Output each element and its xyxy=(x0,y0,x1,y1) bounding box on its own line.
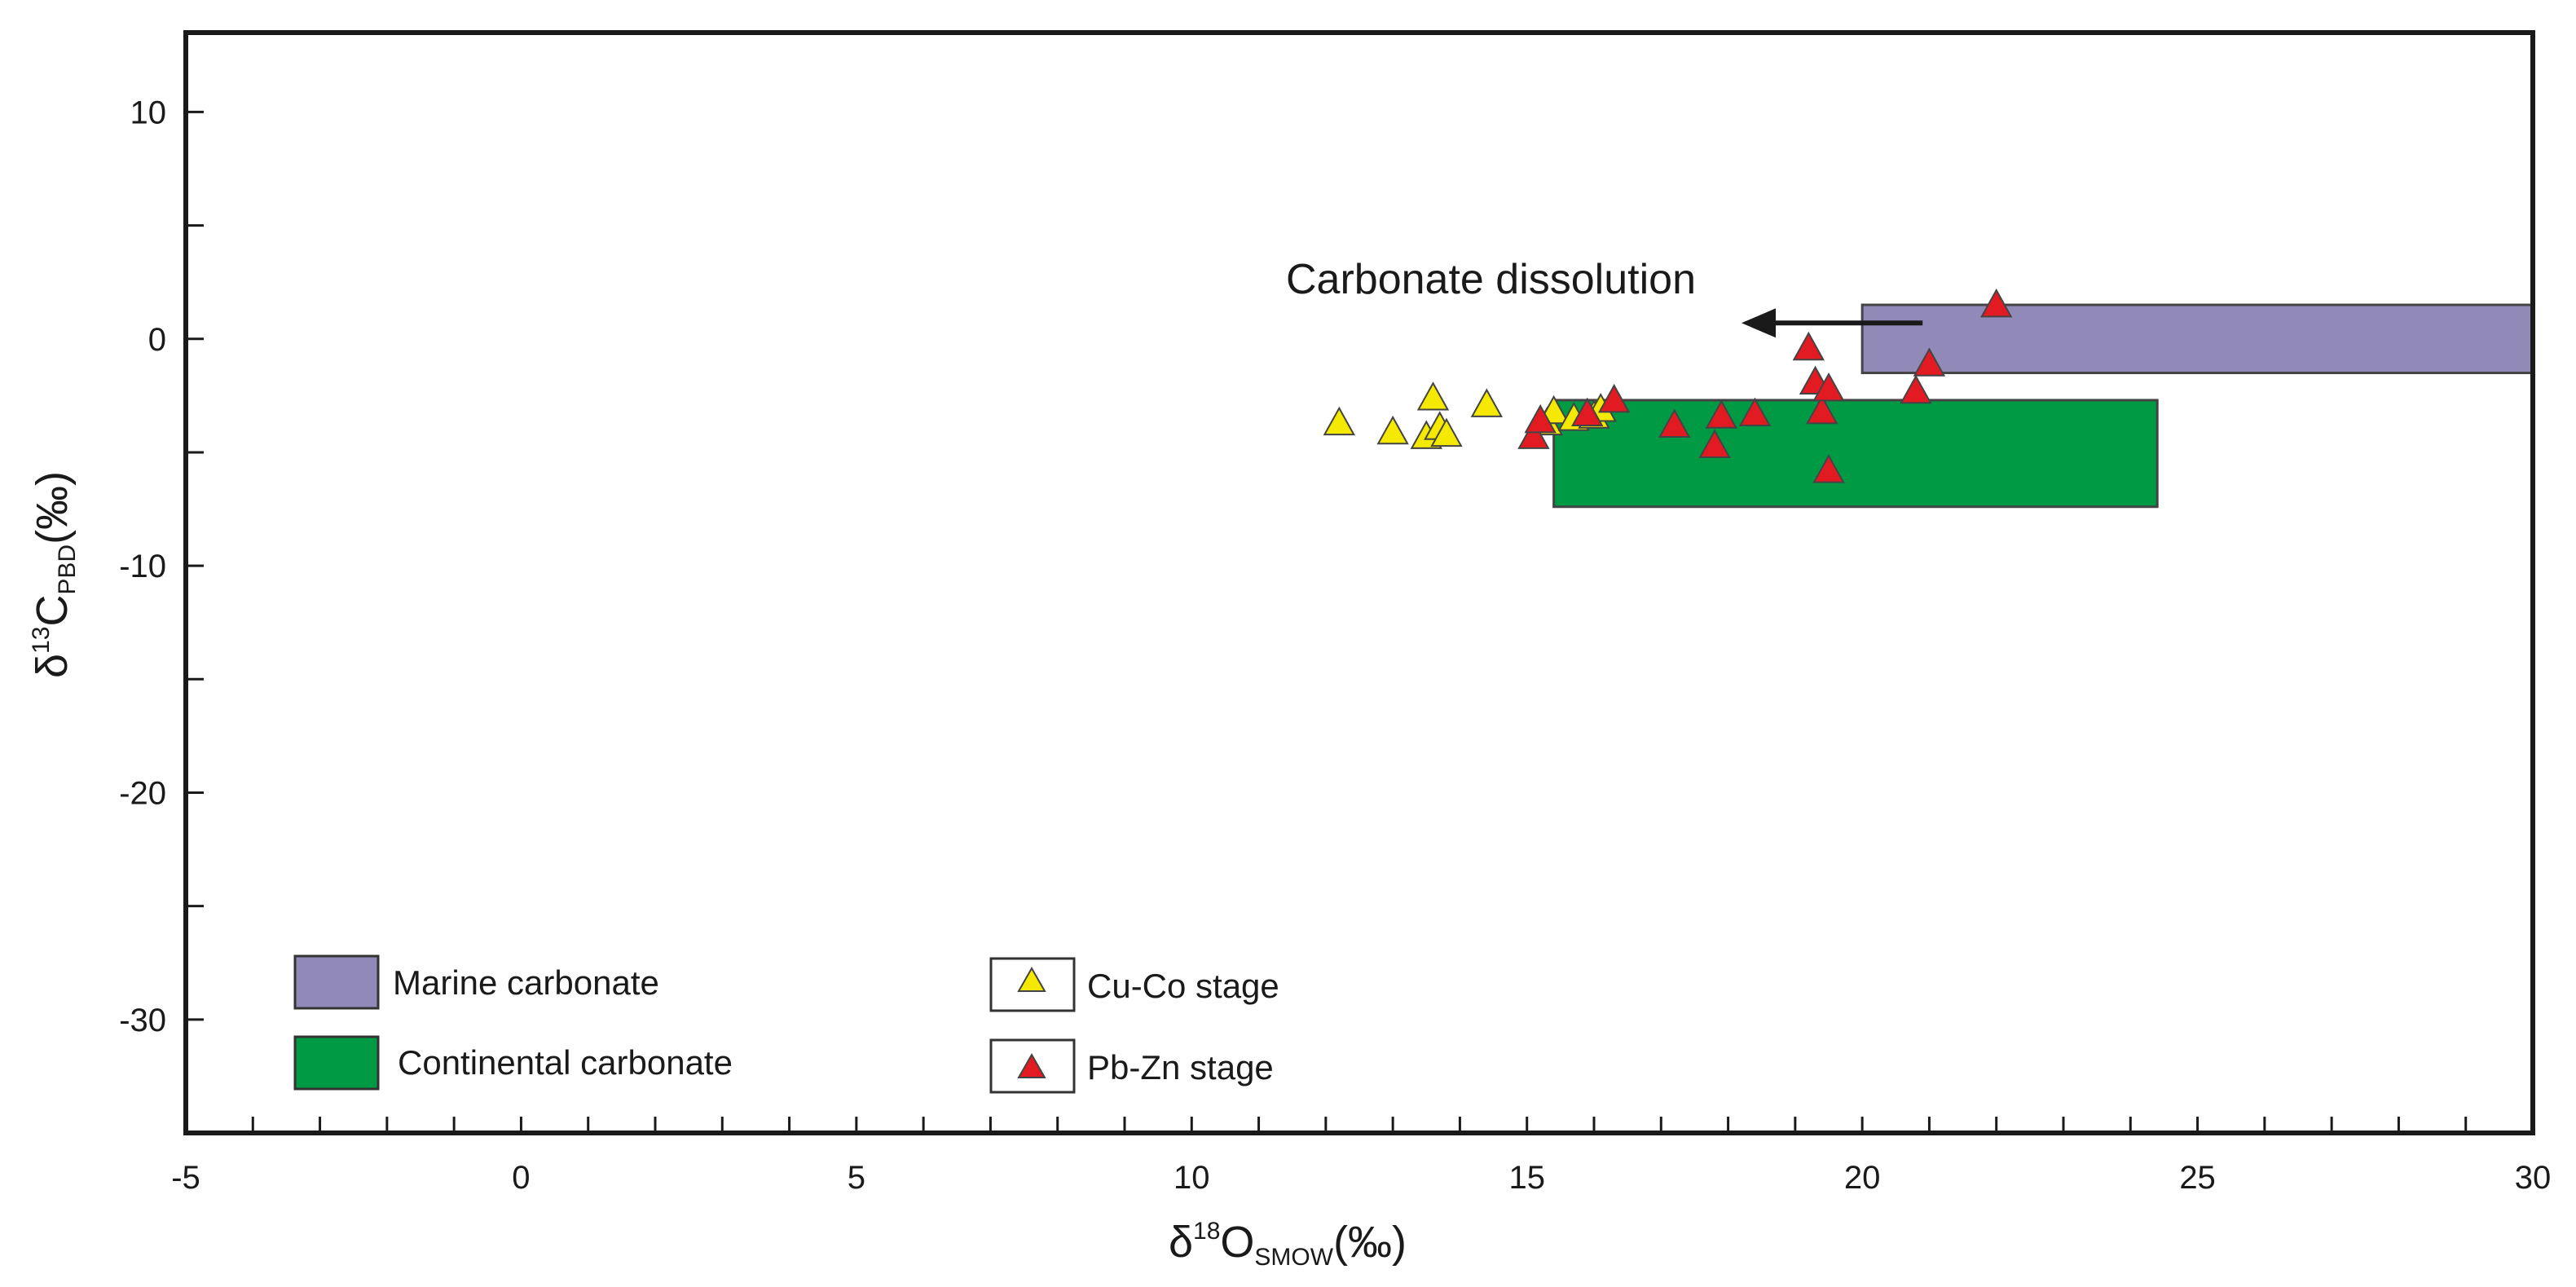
legend: Marine carbonate Continental carbonate C… xyxy=(293,954,1279,1094)
data-point xyxy=(1705,399,1738,429)
y-axis-title-suffix: (‰) xyxy=(28,471,77,544)
data-point xyxy=(1913,347,1946,377)
x-axis-title-main: O xyxy=(1220,1218,1254,1267)
data-point xyxy=(1792,331,1825,361)
data-point xyxy=(1980,288,2013,318)
regions-layer xyxy=(1552,303,2534,509)
x-tick-label: 10 xyxy=(1174,1160,1210,1196)
region-continental-carbonate xyxy=(1552,399,2159,509)
x-tick-label: 30 xyxy=(2515,1160,2552,1196)
legend-marker-pb-zn-stage xyxy=(1017,1052,1046,1078)
y-axis-title-sub: PBD xyxy=(54,544,81,595)
data-point xyxy=(1658,408,1691,438)
y-tick-label: -10 xyxy=(119,549,166,584)
y-tick-label: 10 xyxy=(130,95,167,130)
plot-frame xyxy=(183,30,2535,1135)
data-point xyxy=(1323,406,1356,436)
data-point xyxy=(1597,383,1631,413)
data-point xyxy=(1430,417,1463,447)
data-point xyxy=(1517,420,1550,449)
x-tick-label: 15 xyxy=(1508,1160,1545,1196)
tick-labels-layer: -5 0 5 10 15 20 25 30 10 0 -10 -20 -30 xyxy=(119,95,2551,1196)
points-layer xyxy=(1323,288,2013,483)
y-tick-label: -20 xyxy=(119,775,166,811)
legend-label-continental-carbonate: Continental carbonate xyxy=(398,1043,733,1082)
annotation-carbonate-dissolution: Carbonate dissolution xyxy=(1286,256,1923,338)
data-point xyxy=(1900,374,1932,404)
legend-label-marine-carbonate: Marine carbonate xyxy=(393,963,659,1002)
legend-marker-cu-co-stage xyxy=(1017,966,1046,992)
legend-swatch-marine-carbonate xyxy=(293,954,380,1010)
y-axis-title-prefix: δ xyxy=(28,654,77,678)
data-point xyxy=(1416,381,1450,411)
y-axis-title-main: C xyxy=(28,595,77,627)
legend-label-pb-zn-stage: Pb-Zn stage xyxy=(1087,1048,1274,1086)
data-point xyxy=(1571,397,1604,427)
annotation-text: Carbonate dissolution xyxy=(1286,256,1696,303)
data-point xyxy=(1738,397,1772,427)
annotation-arrowhead xyxy=(1742,308,1777,338)
data-point xyxy=(1470,388,1504,417)
y-tick-label: 0 xyxy=(148,322,166,358)
data-point xyxy=(1376,415,1409,445)
x-tick-label: 5 xyxy=(848,1160,865,1196)
x-axis-title-suffix: (‰) xyxy=(1333,1218,1407,1267)
x-axis-title-sup: 18 xyxy=(1193,1218,1220,1245)
x-tick-label: 25 xyxy=(2179,1160,2216,1196)
x-tick-label: 0 xyxy=(512,1160,530,1196)
x-tick-label: -5 xyxy=(171,1160,200,1196)
x-tick-label: 20 xyxy=(1844,1160,1881,1196)
legend-label-cu-co-stage: Cu-Co stage xyxy=(1087,967,1279,1005)
x-axis-title-sub: SMOW xyxy=(1254,1244,1333,1271)
data-point xyxy=(1812,372,1845,402)
y-tick-label: -30 xyxy=(119,1003,166,1038)
y-axis-title-sup: 13 xyxy=(28,627,55,654)
region-marine-carbonate xyxy=(1860,303,2534,375)
data-point xyxy=(1806,394,1838,425)
data-point xyxy=(1812,454,1845,483)
data-point xyxy=(1524,403,1557,434)
legend-swatch-continental-carbonate xyxy=(293,1035,380,1091)
ticks-layer xyxy=(186,110,2468,1133)
x-axis-title: δ18OSMOW(‰) xyxy=(1169,1218,1407,1271)
y-axis-title: δ13CPBD(‰) xyxy=(28,471,81,678)
data-point xyxy=(1698,429,1731,458)
x-axis-title-prefix: δ xyxy=(1169,1218,1193,1267)
series-pb-zn-stage xyxy=(1517,288,2013,483)
